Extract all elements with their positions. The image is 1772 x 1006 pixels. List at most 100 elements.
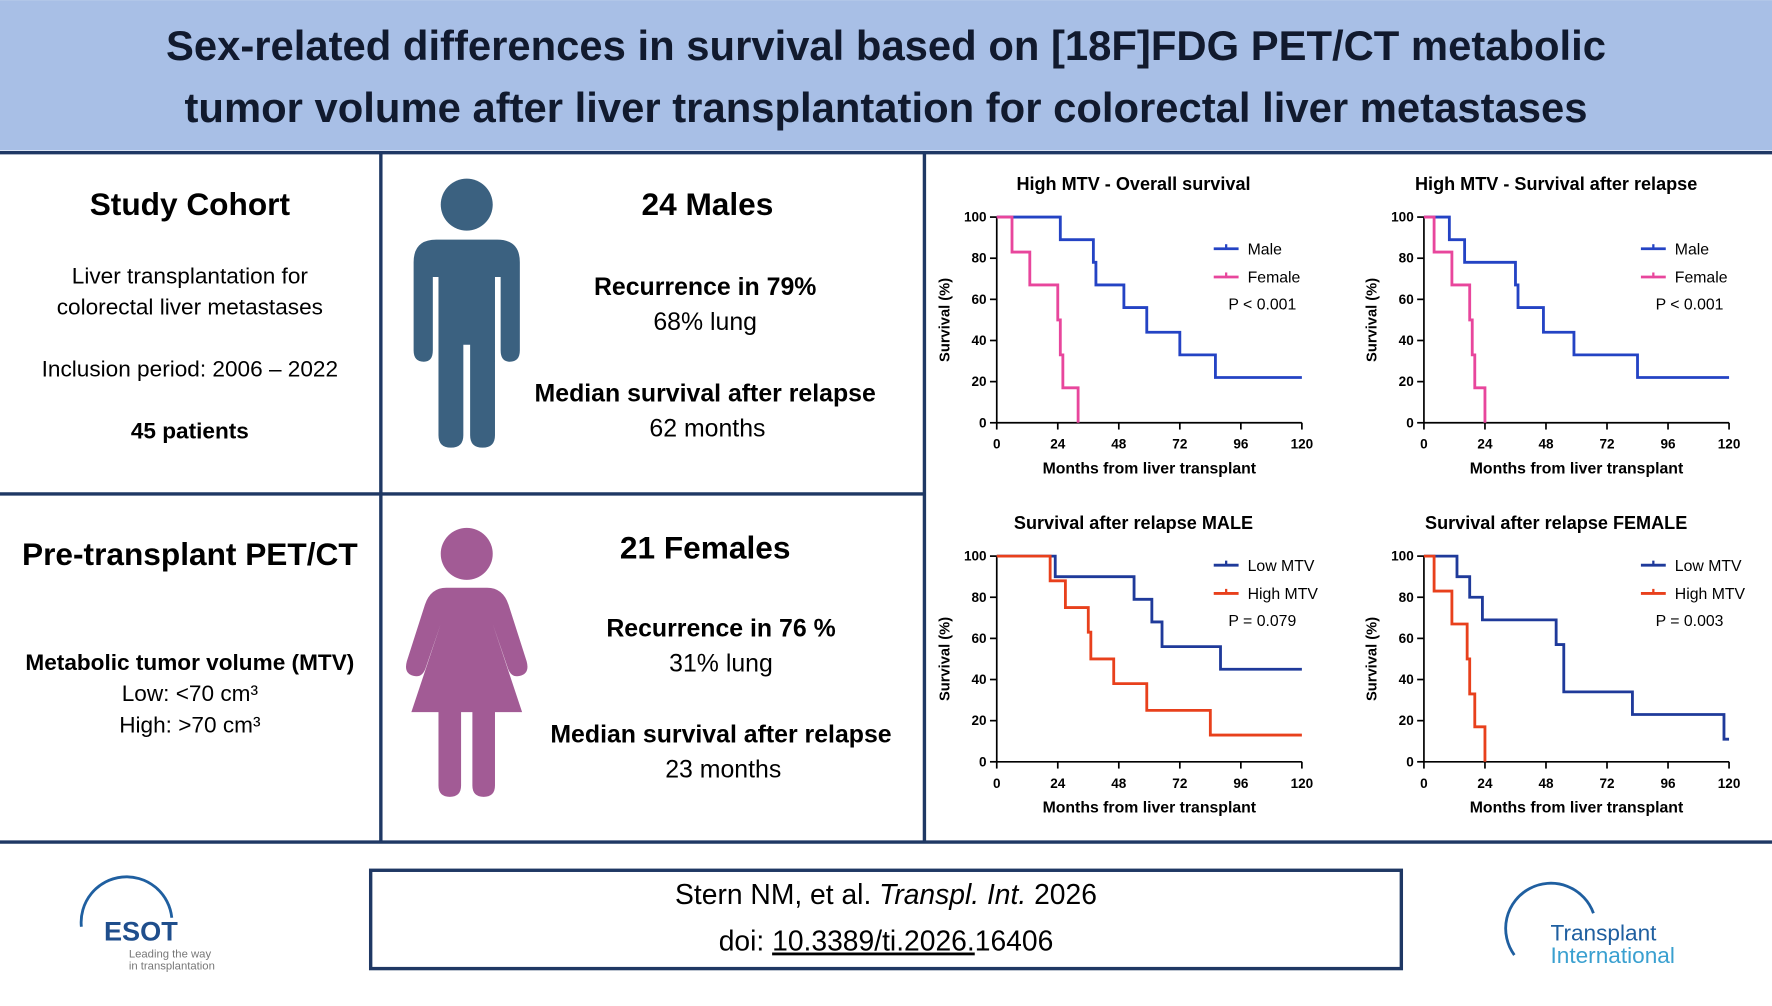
x-axis-label: Months from liver transplant: [1043, 461, 1257, 478]
y-tick-label: 60: [972, 631, 987, 646]
legend-label: High MTV: [1675, 586, 1746, 603]
logo-text: Transplant: [1551, 920, 1658, 945]
y-axis-label: Survival (%): [937, 617, 953, 701]
legend-label: Male: [1675, 241, 1709, 258]
y-tick-label: 20: [972, 374, 987, 389]
citation: Stern NM, et al. Transpl. Int. 2026: [675, 878, 1097, 910]
icon-body: [413, 239, 520, 448]
x-axis-label: Months from liver transplant: [1043, 800, 1257, 817]
text: Median survival after relapse: [535, 379, 876, 407]
male-icon: [413, 178, 520, 448]
female-icon: [405, 527, 528, 797]
title-line: Sex-related differences in survival base…: [166, 22, 1606, 69]
y-tick-label: 100: [1391, 210, 1414, 225]
y-axis-label: Survival (%): [1364, 617, 1380, 701]
logo-ring: [1504, 881, 1595, 956]
y-tick-label: 40: [1399, 672, 1414, 687]
charts: High MTV - Overall survival 0 20 40 60 80 100 0…: [937, 174, 1745, 817]
legend-label: Female: [1675, 270, 1728, 287]
panel-title: 24 Males: [642, 186, 774, 222]
x-tick-label: 72: [1172, 776, 1187, 791]
x-tick-label: 120: [1291, 776, 1314, 791]
x-tick-label: 48: [1111, 776, 1127, 791]
x-tick-label: 48: [1538, 437, 1554, 452]
logo-text: International: [1551, 943, 1675, 968]
text: Liver transplantation for: [72, 264, 309, 289]
x-tick-label: 96: [1660, 776, 1676, 791]
survival-curve: [1423, 215, 1487, 423]
text: Metabolic tumor volume (MTV): [25, 650, 354, 675]
x-tick-label: 48: [1111, 437, 1127, 452]
y-tick-label: 100: [964, 549, 987, 564]
panel-title: 21 Females: [620, 529, 791, 565]
authors: Stern NM, et al.: [675, 878, 871, 910]
title-line: tumor volume after liver transplantation…: [185, 84, 1588, 131]
y-tick-label: 20: [1399, 713, 1414, 728]
y-tick-label: 80: [1399, 590, 1414, 605]
esot-logo: ESOT Leading the way in transplantation: [79, 875, 215, 973]
text: Median survival after relapse: [550, 721, 891, 749]
y-tick-label: 0: [1406, 415, 1414, 430]
x-tick-label: 0: [993, 776, 1001, 791]
doi-link[interactable]: 10.3389/ti.2026.: [772, 925, 975, 957]
panel-title: Pre-transplant PET/CT: [22, 536, 358, 572]
x-tick-label: 0: [993, 437, 1001, 452]
x-tick-label: 0: [1420, 437, 1428, 452]
y-tick-label: 80: [972, 251, 987, 266]
y-tick-label: 0: [979, 415, 987, 430]
y-axis-label: Survival (%): [1364, 278, 1380, 362]
text: Recurrence in 79%: [594, 273, 816, 301]
logo-text: ESOT: [104, 915, 178, 946]
x-tick-label: 24: [1477, 776, 1493, 791]
journal: Transpl. Int.: [879, 878, 1026, 910]
survival-curve: [996, 554, 1302, 737]
km-chart: Survival after relapse MALE 0 20 40 60 80 100 0…: [937, 513, 1318, 817]
survival-curve: [996, 554, 1302, 671]
y-tick-label: 60: [1399, 292, 1414, 307]
text: Inclusion period: 2006 – 2022: [42, 356, 338, 381]
x-tick-label: 120: [1718, 776, 1741, 791]
text: Recurrence in 76 %: [606, 614, 835, 642]
dividers: [0, 150, 1772, 844]
x-tick-label: 96: [1233, 776, 1249, 791]
y-tick-label: 20: [1399, 374, 1414, 389]
text: High: >70 cm³: [119, 712, 261, 737]
panel-title: Study Cohort: [90, 186, 291, 222]
legend-label: Male: [1248, 241, 1282, 258]
survival-curve: [1423, 554, 1730, 741]
x-axis-label: Months from liver transplant: [1470, 461, 1684, 478]
km-chart: High MTV - Survival after relapse 0 20 40 60…: [1364, 174, 1740, 478]
survival-curve: [996, 215, 1080, 423]
doi-label: doi:: [719, 925, 765, 957]
year: 2026: [1034, 878, 1097, 910]
annotation: P < 0.001: [1656, 297, 1724, 314]
annotation: P < 0.001: [1228, 297, 1296, 314]
y-tick-label: 100: [964, 210, 987, 225]
y-tick-label: 0: [1406, 754, 1414, 769]
text: Low: <70 cm³: [122, 681, 259, 706]
y-tick-label: 40: [972, 672, 987, 687]
y-tick-label: 80: [972, 590, 987, 605]
doi-rest: 16406: [975, 925, 1054, 957]
km-chart: High MTV - Overall survival 0 20 40 60 80 100 0…: [937, 174, 1313, 478]
x-tick-label: 72: [1172, 437, 1187, 452]
y-tick-label: 0: [979, 754, 987, 769]
annotation: P = 0.003: [1656, 613, 1724, 630]
logo-tagline: in transplantation: [129, 961, 215, 973]
chart-title: Survival after relapse FEMALE: [1425, 513, 1687, 533]
text: 31% lung: [669, 649, 773, 677]
y-tick-label: 60: [1399, 631, 1414, 646]
icon-head: [440, 527, 493, 580]
survival-curve: [1423, 215, 1730, 379]
ti-logo: Transplant International: [1504, 881, 1675, 968]
text: 23 months: [665, 756, 781, 784]
x-tick-label: 24: [1477, 437, 1493, 452]
x-axis-label: Months from liver transplant: [1470, 800, 1684, 817]
legend-label: Low MTV: [1675, 558, 1742, 575]
x-tick-label: 0: [1420, 776, 1428, 791]
survival-curve: [1423, 554, 1487, 762]
x-tick-label: 72: [1599, 437, 1614, 452]
legend-label: Low MTV: [1248, 558, 1315, 575]
